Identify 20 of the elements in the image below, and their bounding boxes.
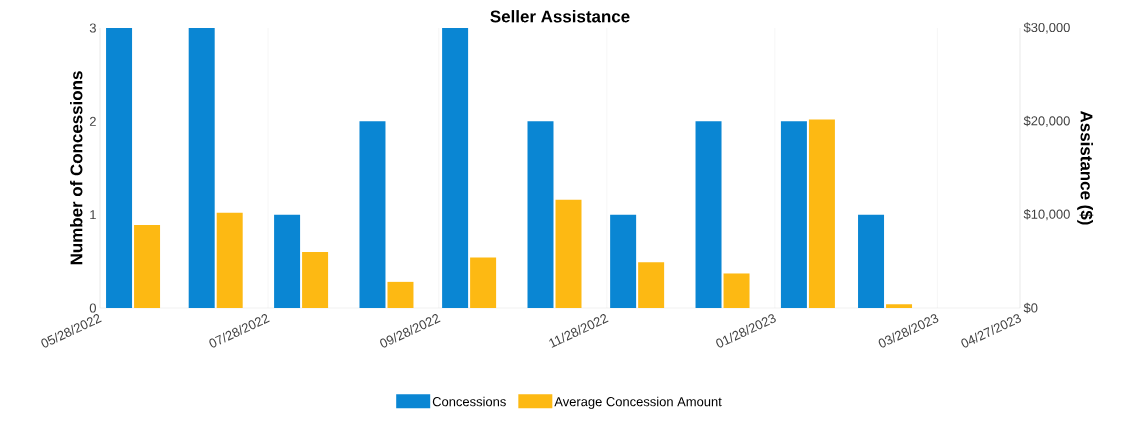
y-tick-label: 1: [90, 210, 96, 220]
chart-title: Seller Assistance: [490, 10, 630, 23]
y-tick-label: 2: [89, 116, 96, 126]
y2-tick-label: $20,000: [1023, 115, 1070, 127]
legend-label: Concessions: [432, 396, 506, 407]
y2-tick-label: $0: [1023, 302, 1038, 314]
y2-axis-title: Assistance ($): [1077, 111, 1094, 225]
y-tick-label: 3: [89, 23, 96, 33]
bar: [858, 214, 885, 308]
bar: [188, 28, 215, 308]
y-tick-label: 0: [89, 303, 96, 313]
bar: [106, 28, 133, 308]
bar: [442, 28, 469, 308]
bar: [610, 214, 637, 308]
bar: [695, 121, 722, 308]
bar: [359, 121, 386, 308]
legend-label: Average Concession Amount: [554, 396, 722, 409]
y-axis-title: Number of Concessions: [70, 71, 83, 265]
y2-tick-label: $30,000: [1023, 22, 1070, 34]
y2-tick-label: $10,000: [1023, 209, 1070, 221]
